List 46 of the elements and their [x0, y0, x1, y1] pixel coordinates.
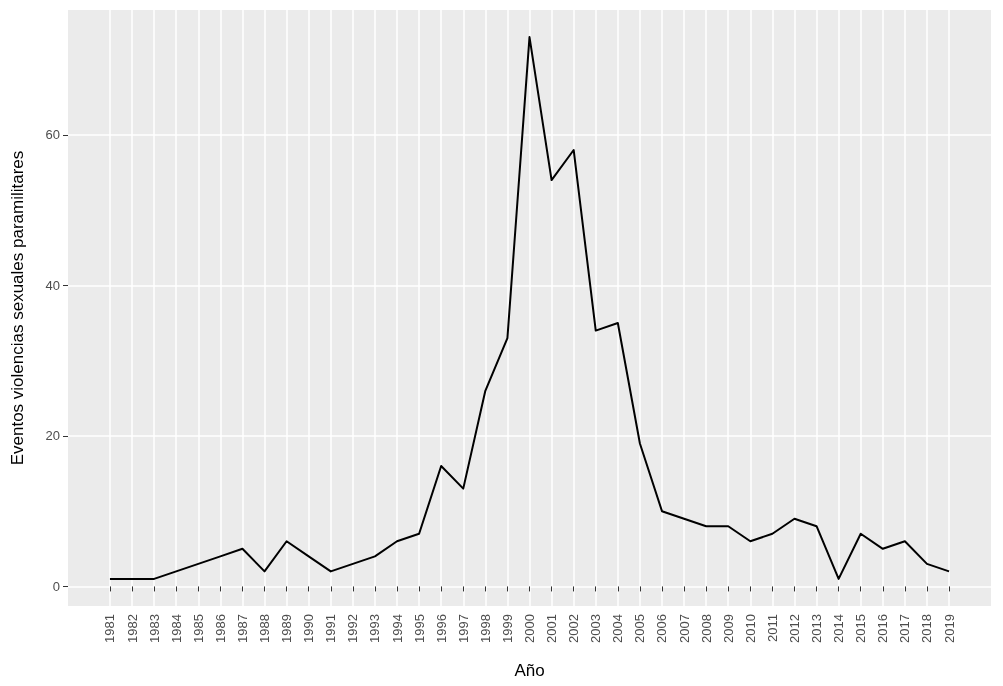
- x-tick-label: 2017: [897, 614, 913, 643]
- x-tick-label: 2011: [764, 614, 780, 642]
- x-tick-label: 1993: [367, 614, 383, 643]
- x-tick-label: 1985: [190, 614, 206, 643]
- y-tick-label: 40: [45, 277, 60, 293]
- x-tick-label: 2012: [786, 614, 802, 643]
- x-tick-label: 1987: [234, 614, 250, 643]
- x-tick-label: 2001: [544, 614, 560, 643]
- x-tick-label: 2019: [941, 614, 957, 643]
- x-tick-label: 2007: [676, 614, 692, 643]
- x-tick-label: 1989: [279, 614, 295, 643]
- x-tick-label: 2018: [919, 614, 935, 643]
- x-tick-label: 1996: [433, 614, 449, 643]
- x-tick-label: 2008: [698, 614, 714, 643]
- x-tick-label: 2009: [720, 614, 736, 643]
- x-tick-label: 2013: [809, 614, 825, 643]
- x-tick-label: 2010: [742, 614, 758, 643]
- x-tick-label: 2004: [610, 614, 626, 643]
- y-tick-label: 20: [45, 428, 60, 444]
- x-tick-label: 1990: [301, 614, 317, 643]
- x-tick-label: 1991: [323, 614, 339, 643]
- x-tick-label: 1981: [102, 614, 118, 643]
- x-tick-label: 1992: [345, 614, 361, 643]
- x-tick-label: 1995: [411, 614, 427, 643]
- line-series: [108, 36, 951, 580]
- x-tick-label: 1988: [257, 614, 273, 643]
- x-tick-label: 1999: [499, 614, 515, 643]
- x-tick-label: 1982: [124, 614, 140, 643]
- y-tick-label: 60: [45, 127, 60, 143]
- x-tick-label: 1994: [389, 614, 405, 643]
- y-axis-title: Eventos violencias sexuales paramilitares: [8, 150, 27, 466]
- x-tick-label: 1997: [455, 614, 471, 643]
- x-tick-label: 2016: [875, 614, 891, 643]
- y-tick-label: 0: [52, 578, 60, 594]
- x-tick-label: 2014: [831, 614, 847, 643]
- x-tick-label: 2005: [632, 614, 648, 643]
- x-tick-label: 2015: [853, 614, 869, 643]
- x-tick-label: 1984: [168, 614, 184, 643]
- x-tick-label: 2002: [566, 614, 582, 643]
- x-tick-label: 1986: [212, 614, 228, 643]
- x-tick-label: 1983: [146, 614, 162, 643]
- x-tick-label: 2003: [588, 614, 604, 643]
- x-tick-label: 2006: [654, 614, 670, 643]
- x-tick-label: 1998: [477, 614, 493, 643]
- x-axis-title: Año: [514, 661, 545, 680]
- x-tick-label: 2000: [522, 614, 537, 643]
